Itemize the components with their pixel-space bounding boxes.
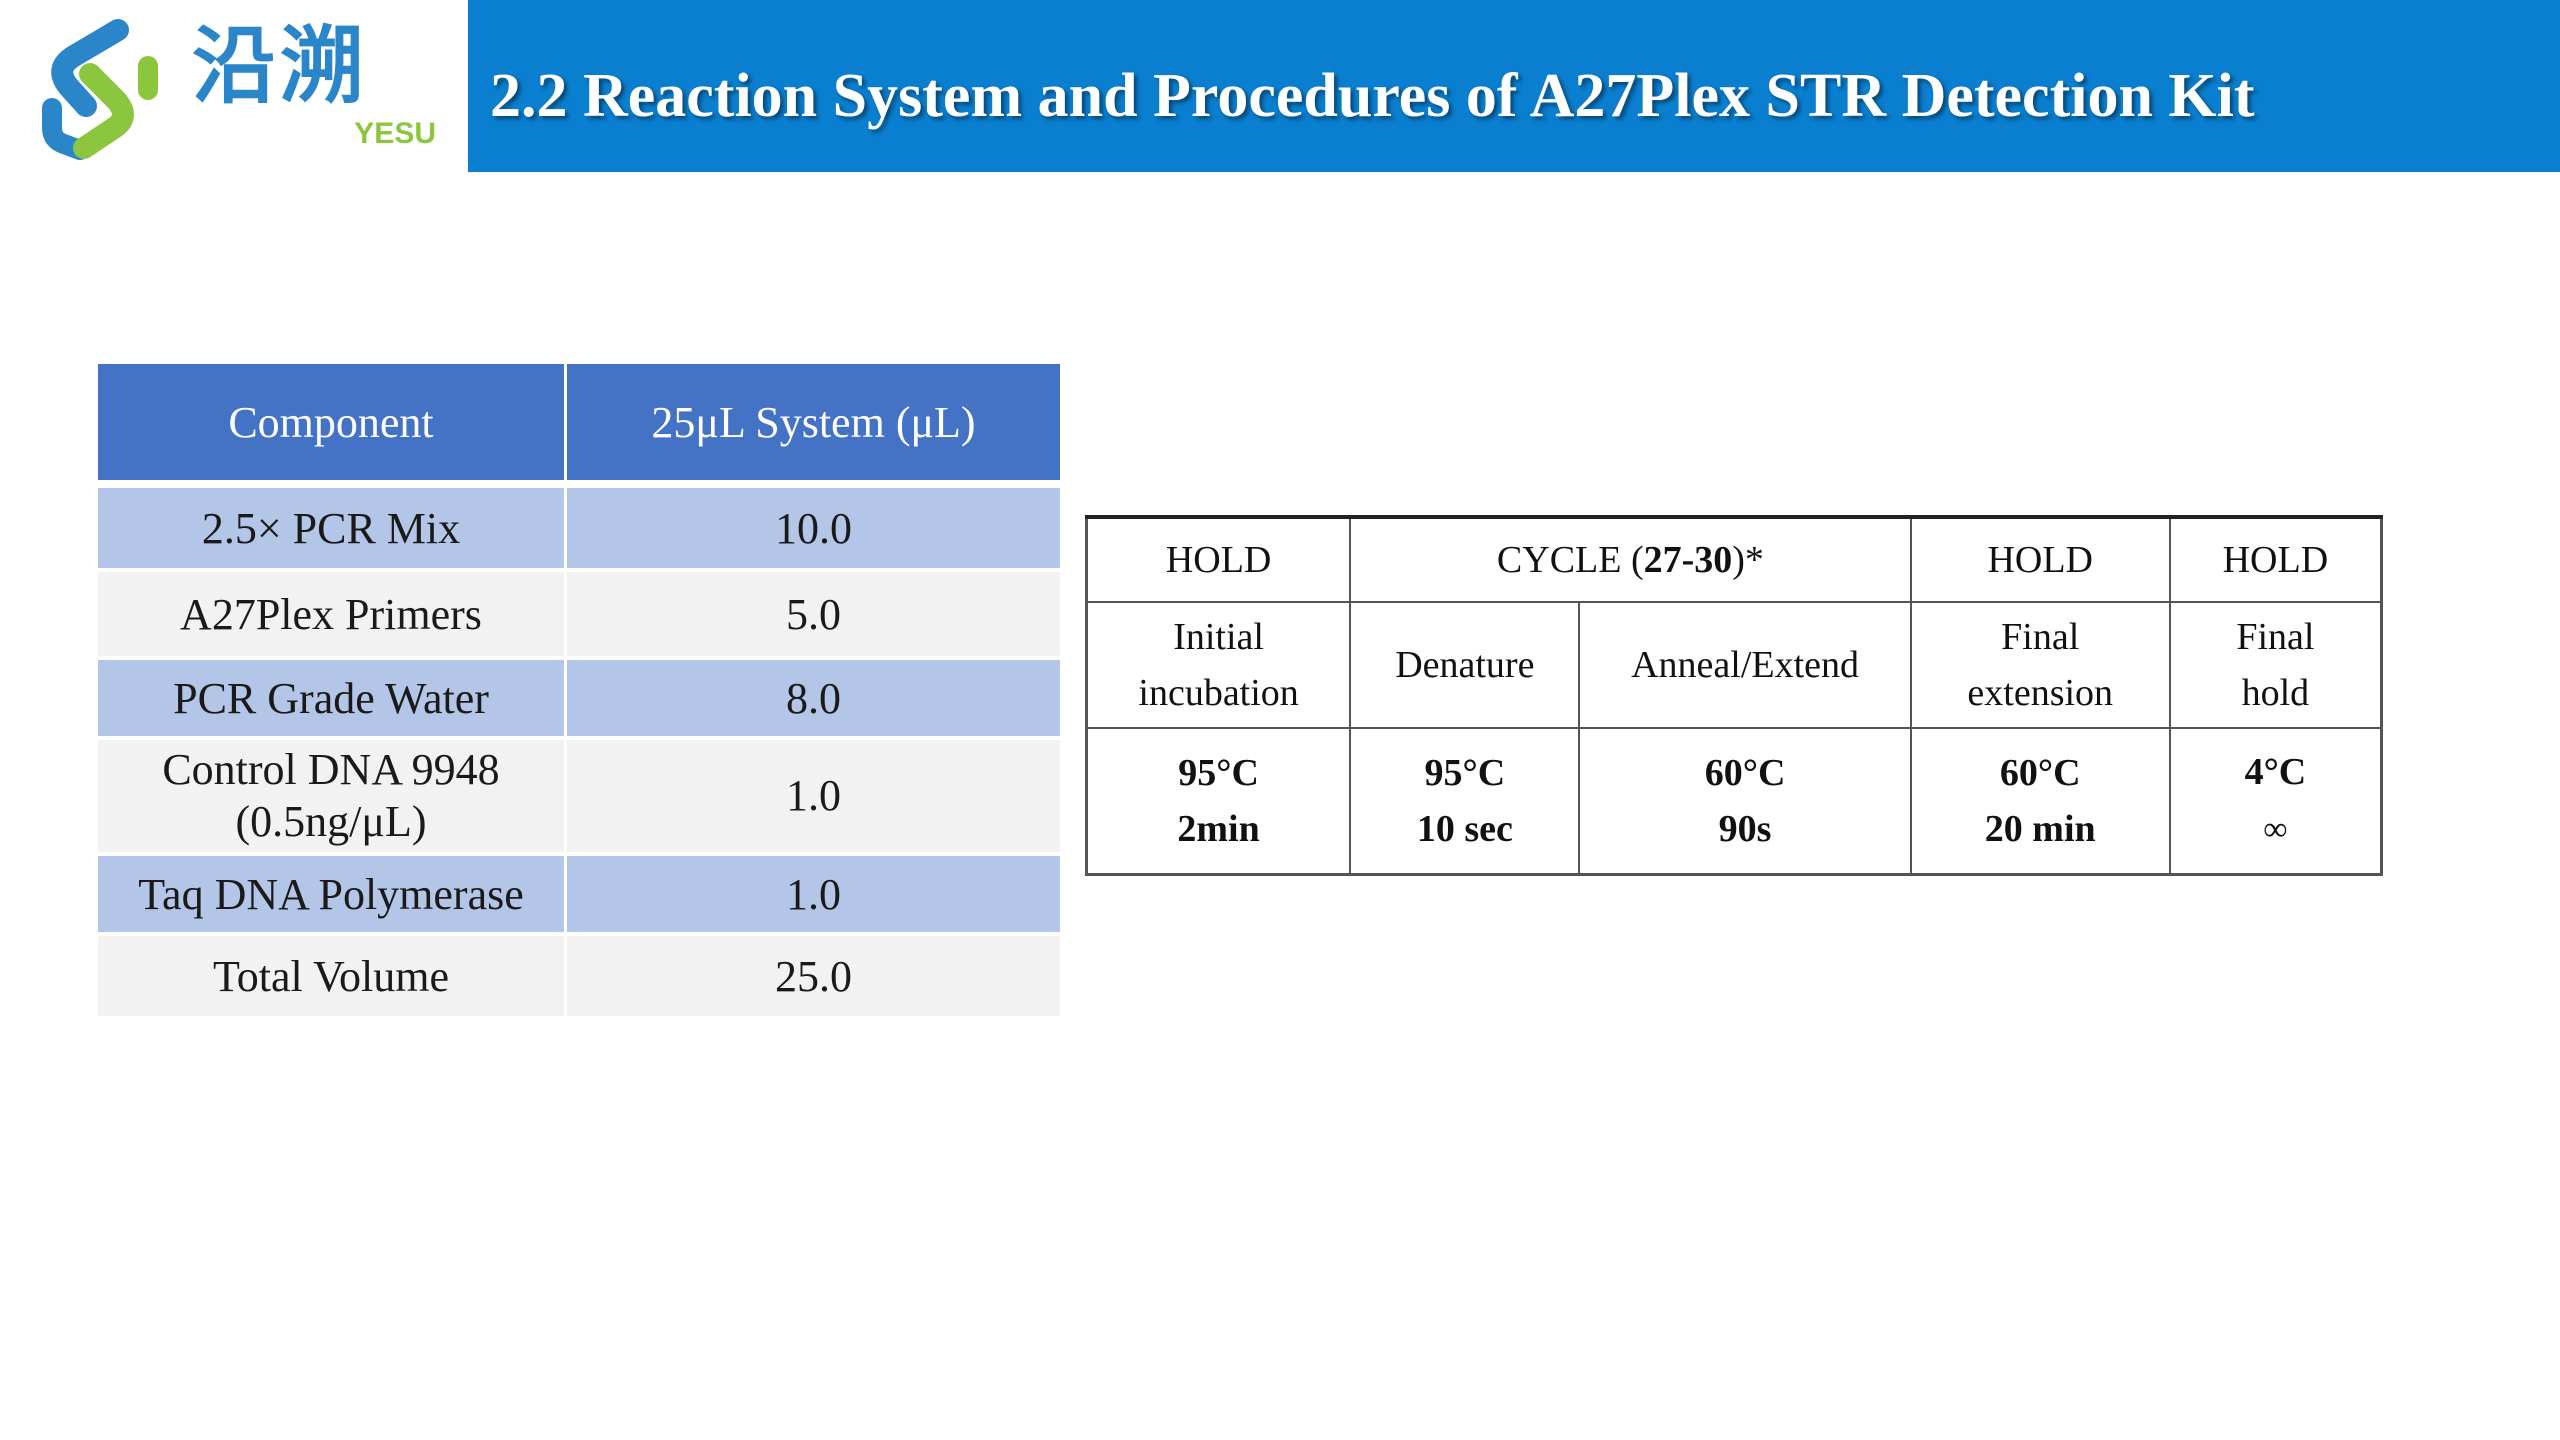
step-name-cell: Final hold — [2168, 601, 2383, 729]
table-row: Total Volume 25.0 — [98, 936, 1060, 1020]
component-line: Control DNA 9948 — [162, 745, 500, 794]
step-name-cell: Final extension — [1909, 601, 2171, 729]
step-value-cell: 60°C 90s — [1578, 727, 1912, 876]
yesu-logo-icon — [42, 19, 158, 160]
step-temp: 4°C — [2244, 751, 2307, 793]
step-name-cell: Denature — [1349, 601, 1581, 729]
cycle-header: CYCLE (27-30)* — [1349, 516, 1912, 603]
cycle-prefix: CYCLE ( — [1496, 539, 1644, 581]
step-temp: 95°C — [1178, 752, 1259, 794]
table-row: Taq DNA Polymerase 1.0 — [98, 856, 1060, 936]
component-cell: Taq DNA Polymerase — [98, 856, 567, 936]
logo: 沿溯 YESU — [0, 0, 468, 172]
pcr-header-row: HOLD CYCLE (27-30)* HOLD HOLD — [1085, 516, 2383, 603]
pcr-program-table: HOLD CYCLE (27-30)* HOLD HOLD Initial in… — [1085, 515, 2383, 876]
step-time: 20 min — [1984, 808, 2096, 850]
logo-english-text: YESU — [354, 117, 436, 150]
table-row: 2.5× PCR Mix 10.0 — [98, 488, 1060, 572]
step-time: 2min — [1177, 808, 1260, 850]
table-row: Control DNA 9948 (0.5ng/μL) 1.0 — [98, 740, 1060, 856]
component-cell: Total Volume — [98, 936, 567, 1020]
step-temp: 95°C — [1424, 752, 1506, 794]
step-name-cell: Initial incubation — [1085, 601, 1352, 729]
step-value-cell: 60°C 20 min — [1909, 727, 2171, 876]
component-cell: 2.5× PCR Mix — [98, 488, 567, 572]
page-title: 2.2 Reaction System and Procedures of A2… — [490, 62, 2255, 130]
hold-header: HOLD — [1909, 516, 2171, 603]
header-volume: 25μL System (μL) — [567, 364, 1060, 488]
table-row: PCR Grade Water 8.0 — [98, 660, 1060, 740]
pcr-step-row: Initial incubation Denature Anneal/Exten… — [1085, 601, 2383, 729]
volume-cell: 1.0 — [567, 740, 1060, 856]
hold-header: HOLD — [1085, 516, 1352, 603]
volume-cell: 10.0 — [567, 488, 1060, 572]
step-value-cell: 95°C 2min — [1085, 727, 1352, 876]
step-value-cell: 4°C ∞ — [2168, 727, 2383, 876]
logo-chinese-text: 沿溯 — [192, 17, 369, 115]
step-name-line: incubation — [1138, 672, 1299, 714]
component-line: (0.5ng/μL) — [235, 797, 427, 846]
volume-cell: 1.0 — [567, 856, 1060, 936]
volume-cell: 25.0 — [567, 936, 1060, 1020]
step-value-cell: 95°C 10 sec — [1349, 727, 1581, 876]
hold-header: HOLD — [2168, 516, 2383, 603]
step-name-line: Final — [2236, 616, 2315, 658]
step-name-line: Initial — [1173, 616, 1264, 658]
component-cell: Control DNA 9948 (0.5ng/μL) — [98, 740, 567, 856]
step-temp: 60°C — [1999, 752, 2081, 794]
cycle-suffix: )* — [1732, 539, 1764, 581]
step-name-cell: Anneal/Extend — [1578, 601, 1912, 729]
header-component: Component — [98, 364, 567, 488]
step-temp: 60°C — [1704, 752, 1786, 794]
step-time: 10 sec — [1416, 808, 1513, 850]
pcr-value-row: 95°C 2min 95°C 10 sec 60°C 90s 60°C 20 m… — [1085, 727, 2383, 876]
component-cell: PCR Grade Water — [98, 660, 567, 740]
cycle-count: 27-30 — [1643, 539, 1733, 581]
title-bar: 2.2 Reaction System and Procedures of A2… — [468, 0, 2560, 172]
step-time: ∞ — [2263, 811, 2288, 848]
table-row: A27Plex Primers 5.0 — [98, 572, 1060, 660]
component-table-header-row: Component 25μL System (μL) — [98, 364, 1060, 488]
volume-cell: 5.0 — [567, 572, 1060, 660]
step-time: 90s — [1718, 808, 1772, 850]
step-name-line: hold — [2241, 672, 2310, 714]
component-cell: A27Plex Primers — [98, 572, 567, 660]
component-table: Component 25μL System (μL) 2.5× PCR Mix … — [98, 364, 1060, 1020]
step-name-line: Final — [2001, 616, 2080, 658]
volume-cell: 8.0 — [567, 660, 1060, 740]
step-name-line: extension — [1967, 672, 2114, 714]
